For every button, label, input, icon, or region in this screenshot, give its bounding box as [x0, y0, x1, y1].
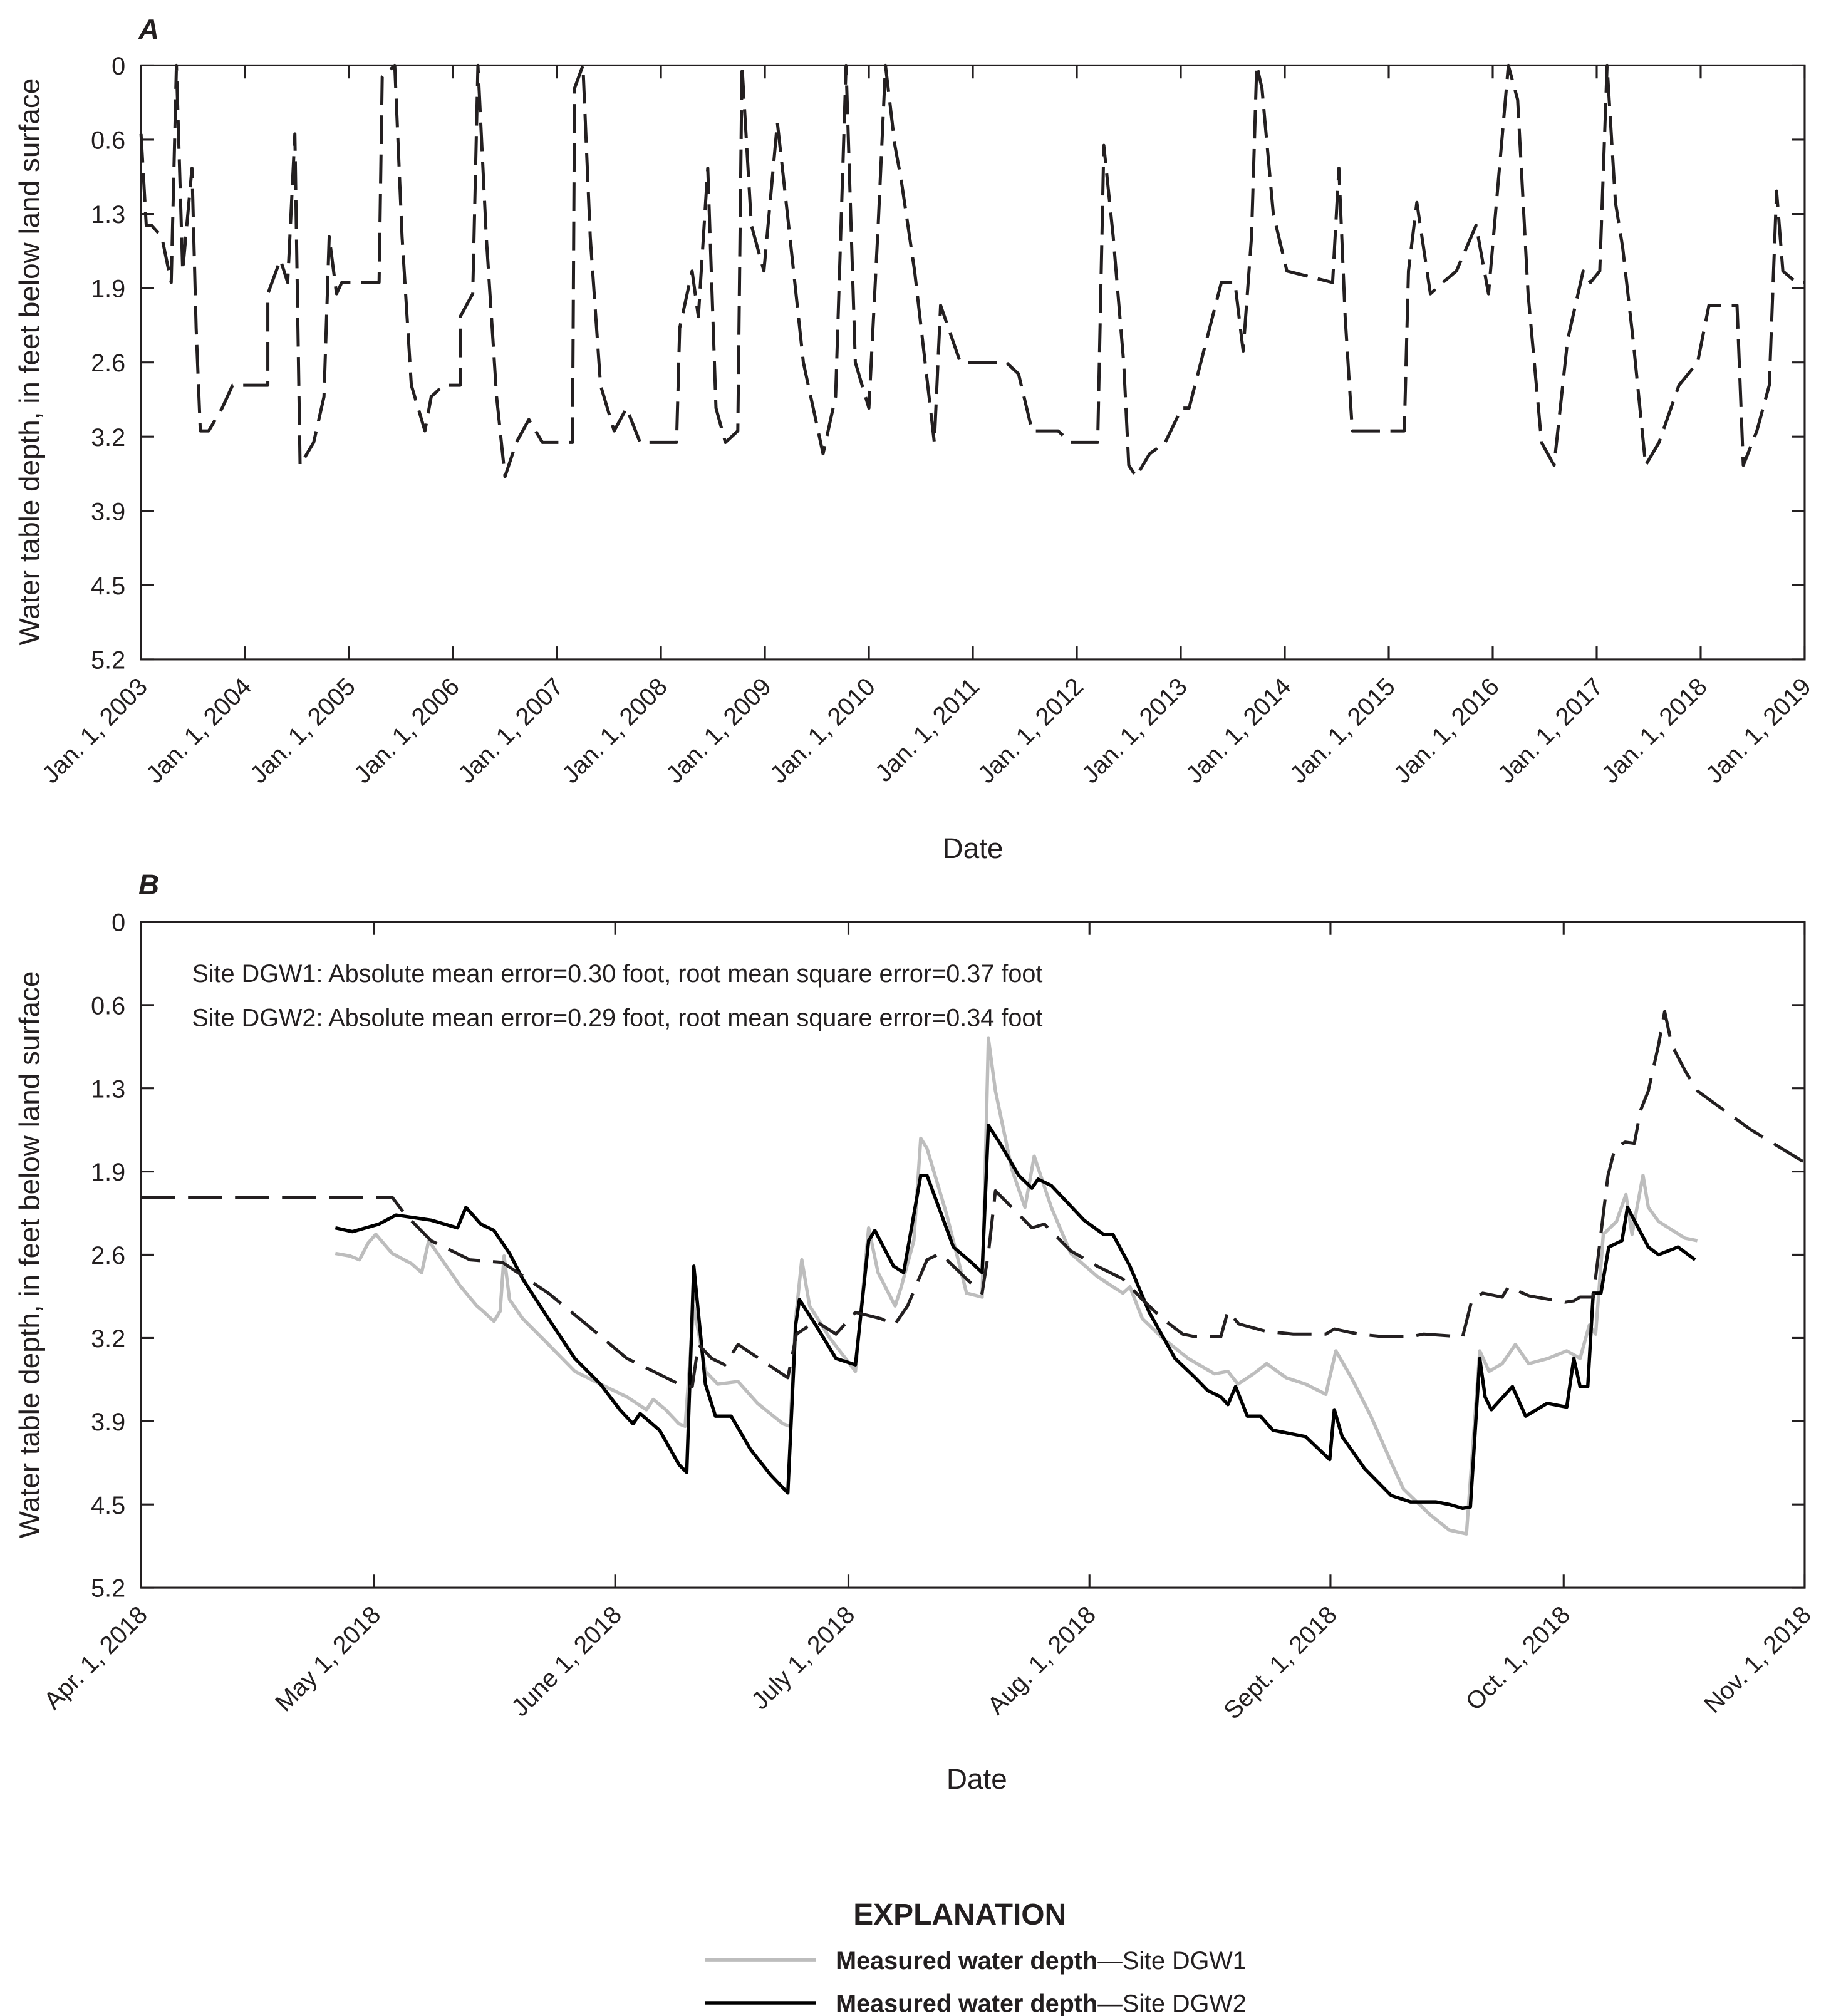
panel-b-x-ticks: Apr. 1, 2018 May 1, 2018 June 1, 2018 July … [39, 921, 1817, 1725]
y-tick-label: 1.9 [91, 1159, 125, 1186]
series-line-measured-water-depth-site-dgw2 [335, 1124, 1696, 1511]
y-tick-label: 0.6 [91, 127, 125, 155]
x-tick-label: Apr. 1, 2018 [39, 1601, 153, 1715]
x-tick-label: July 1, 2018 [746, 1601, 860, 1715]
y-tick-label: 1.3 [91, 201, 125, 229]
y-tick-label: 0 [112, 909, 125, 937]
x-tick-label: Jan. 1, 2011 [870, 673, 985, 787]
legend-label: Measured water depth—Site DGW2 [836, 1990, 1247, 2016]
x-tick-label: Jan. 1, 2007 [453, 673, 569, 788]
y-tick-label: 4.5 [91, 572, 125, 600]
legend-label-site: —Site DGW1 [1097, 1947, 1247, 1975]
annotation-dgw1-error: Site DGW1: Absolute mean error=0.30 foot… [192, 960, 1042, 988]
panel-a-x-axis-title: Date [943, 832, 1004, 864]
x-tick-label: Jan. 1, 2010 [765, 673, 881, 788]
x-tick-label: May 1, 2018 [270, 1601, 386, 1717]
x-tick-label: Jan. 1, 2009 [661, 673, 777, 788]
panel-a-series [139, 63, 1805, 478]
y-tick-label: 5.2 [91, 1575, 125, 1603]
legend-label-bold: Measured water depth [836, 1947, 1097, 1975]
panel-a-label: A [138, 13, 159, 46]
panel-b-x-axis-title: Date [947, 1762, 1007, 1795]
x-tick-label: Jan. 1, 2015 [1285, 673, 1401, 788]
x-tick-label: Jan. 1, 2008 [557, 673, 673, 788]
y-tick-label: 1.3 [91, 1075, 125, 1103]
legend: EXPLANATION Measured water depth—Site DG… [705, 1898, 1247, 2016]
series-line-simulated-water-depth [139, 63, 1805, 478]
x-tick-label: Jan. 1, 2017 [1493, 673, 1609, 788]
legend-item: Measured water depth—Site DGW1 [705, 1947, 1247, 1975]
x-tick-label: Sept. 1, 2018 [1218, 1601, 1342, 1725]
x-tick-label: Jan. 1, 2018 [1597, 673, 1713, 788]
panel-b-y-axis-title: Water table depth, in feet below land su… [13, 971, 46, 1539]
panel-a: A 0 0.6 1.3 1.9 2.6 3.2 3.9 4.5 5.2 Jan. 1, 2003… [13, 13, 1817, 864]
series-line-simulated-water-depth [141, 1010, 1806, 1388]
y-tick-label: 5.2 [91, 646, 125, 674]
y-tick-label: 0.6 [91, 992, 125, 1020]
panel-b: B 0 0.6 1.3 1.9 2.6 3.2 3.9 4.5 5.2 Apr. 1, 2018… [13, 868, 1817, 1795]
x-tick-label: Jan. 1, 2003 [37, 673, 153, 788]
x-tick-label: Jan. 1, 2019 [1701, 673, 1817, 788]
legend-item: Measured water depth—Site DGW2 [705, 1990, 1247, 2016]
y-tick-label: 1.9 [91, 276, 125, 303]
legend-label: Measured water depth—Site DGW1 [836, 1947, 1247, 1975]
y-tick-label: 3.2 [91, 424, 125, 452]
x-tick-label: Jan. 1, 2014 [1181, 673, 1297, 788]
x-tick-label: Jan. 1, 2006 [349, 673, 465, 788]
y-tick-label: 2.6 [91, 349, 125, 377]
x-tick-label: Aug. 1, 2018 [982, 1601, 1101, 1720]
panel-b-label: B [138, 868, 159, 901]
legend-title: EXPLANATION [853, 1898, 1066, 1931]
y-tick-label: 3.9 [91, 1409, 125, 1436]
legend-label-site: —Site DGW2 [1097, 1990, 1247, 2016]
panel-b-series [141, 1010, 1806, 1536]
annotation-dgw2-error: Site DGW2: Absolute mean error=0.29 foot… [192, 1005, 1042, 1032]
x-tick-label: Jan. 1, 2016 [1389, 673, 1505, 788]
y-tick-label: 0 [112, 53, 125, 80]
x-tick-label: Jan. 1, 2005 [245, 673, 361, 788]
x-tick-label: Jan. 1, 2012 [973, 673, 1089, 788]
panel-b-y-ticks: 0 0.6 1.3 1.9 2.6 3.2 3.9 4.5 5.2 [91, 909, 1805, 1603]
y-tick-label: 2.6 [91, 1242, 125, 1269]
x-tick-label: Jan. 1, 2004 [141, 673, 257, 788]
y-tick-label: 3.2 [91, 1325, 125, 1353]
panel-a-y-ticks: 0 0.6 1.3 1.9 2.6 3.2 3.9 4.5 5.2 [91, 53, 1805, 674]
series-line-measured-water-depth-site-dgw1 [335, 1036, 1698, 1536]
x-tick-label: June 1, 2018 [506, 1601, 627, 1722]
x-tick-label: Oct. 1, 2018 [1460, 1601, 1575, 1716]
x-tick-label: Jan. 1, 2013 [1077, 673, 1193, 788]
legend-label-bold: Measured water depth [836, 1990, 1097, 2016]
y-tick-label: 3.9 [91, 498, 125, 525]
y-tick-label: 4.5 [91, 1492, 125, 1519]
panel-a-y-axis-title: Water table depth, in feet below land su… [13, 78, 46, 646]
x-tick-label: Nov. 1, 2018 [1699, 1601, 1817, 1719]
